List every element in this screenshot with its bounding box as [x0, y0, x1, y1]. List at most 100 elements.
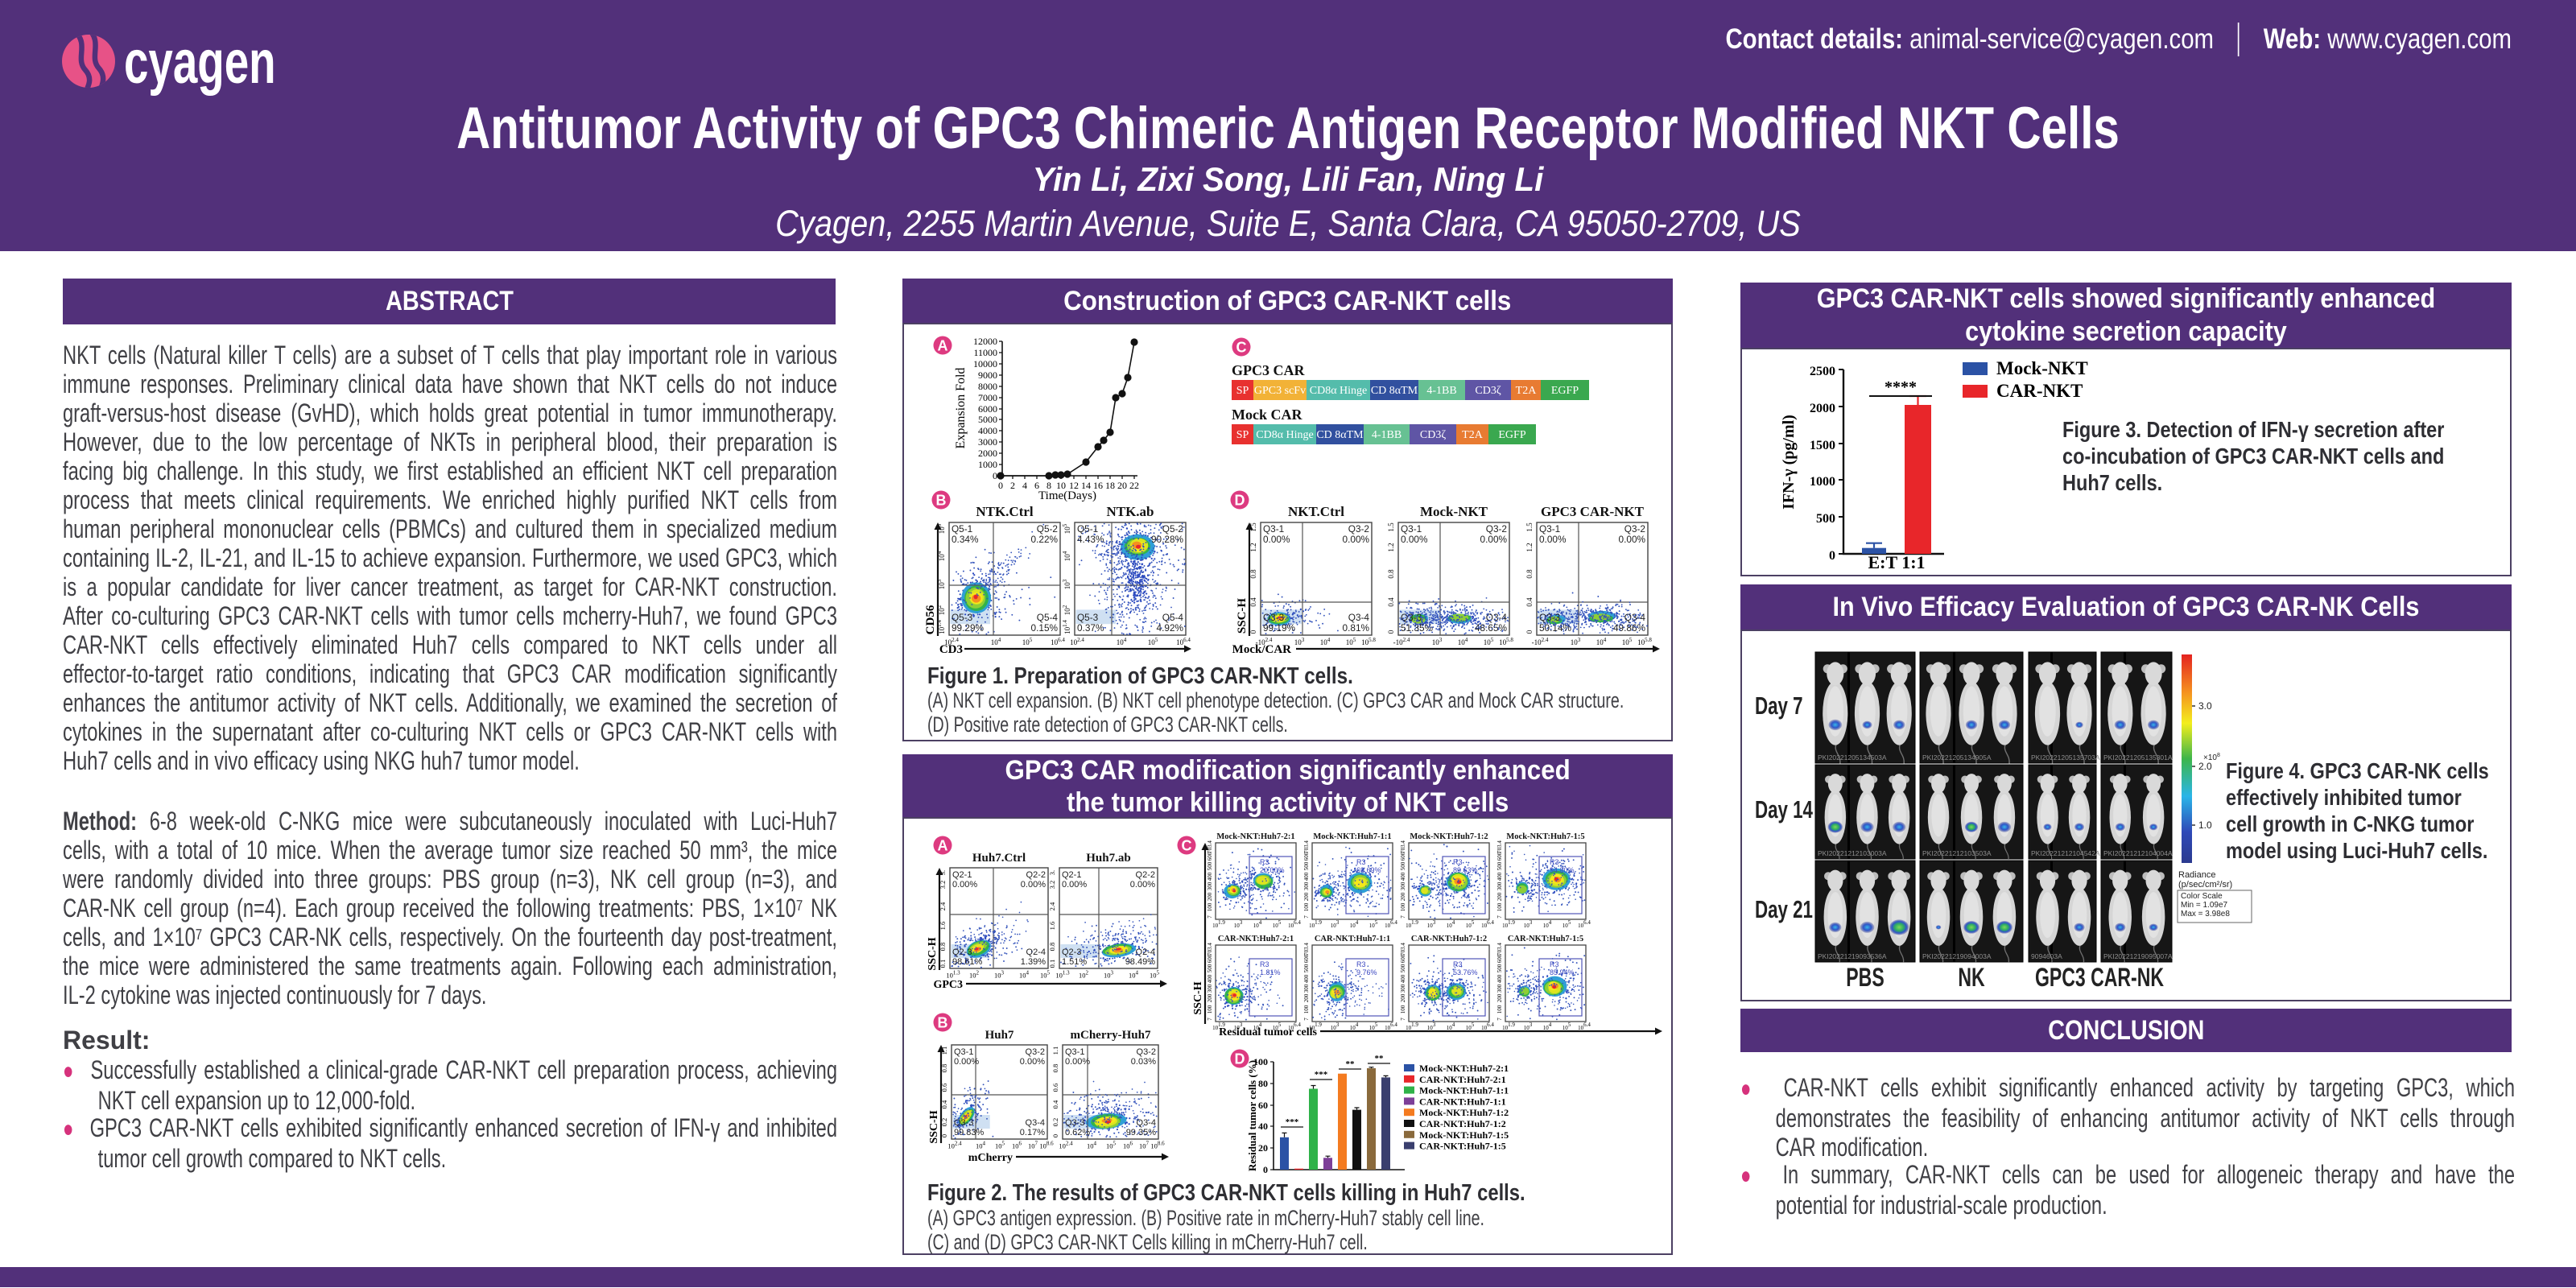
svg-text:D: D [1235, 493, 1245, 509]
svg-text:6: 6 [1034, 480, 1039, 491]
svg-text:101.9: 101.9 [1212, 919, 1225, 929]
svg-text:0: 0 [1249, 630, 1257, 634]
svg-text:Q3-10.00%: Q3-1 0.00% [1065, 1047, 1090, 1067]
svg-text:103: 103 [1104, 970, 1114, 980]
svg-text:103: 103 [994, 970, 1005, 980]
svg-text:0.8: 0.8 [1525, 569, 1534, 579]
svg-text:C: C [1182, 838, 1192, 854]
svg-text:1.5: 1.5 [1525, 522, 1534, 532]
svg-text:Huh7.ab: Huh7.ab [1086, 852, 1130, 865]
svg-text:2.4: 2.4 [1048, 902, 1056, 910]
svg-text:A: A [938, 838, 948, 854]
svg-text:18: 18 [1105, 480, 1115, 491]
svg-text:106.4: 106.4 [1288, 919, 1301, 929]
svg-text:2.4: 2.4 [939, 902, 947, 910]
svg-text:11000: 11000 [973, 347, 997, 358]
svg-text:104: 104 [1019, 970, 1030, 980]
svg-text:1.6: 1.6 [1048, 922, 1056, 931]
svg-text:104: 104 [1458, 637, 1468, 646]
svg-text:B: B [936, 493, 947, 509]
svg-text:107: 107 [1028, 1141, 1038, 1150]
svg-text:0.2: 0.2 [940, 1118, 948, 1127]
svg-text:0.8: 0.8 [1249, 569, 1257, 579]
svg-text:8000: 8000 [978, 381, 997, 392]
svg-text:703.4: 703.4 [1207, 943, 1213, 956]
svg-text:106.4: 106.4 [1176, 637, 1191, 646]
svg-text:-102.4: -102.4 [1532, 637, 1549, 646]
svg-text:104: 104 [1062, 551, 1071, 561]
svg-text:CAR-NKT:Huh7-2:1: CAR-NKT:Huh7-2:1 [1218, 935, 1294, 943]
svg-text:105: 105 [1346, 637, 1356, 646]
svg-text:105: 105 [1150, 970, 1160, 980]
svg-text:103: 103 [1062, 579, 1071, 589]
svg-text:300: 300 [1207, 984, 1213, 993]
svg-text:0.4: 0.4 [1525, 597, 1534, 607]
svg-text:106.4: 106.4 [1051, 637, 1065, 646]
svg-text:104: 104 [1087, 1141, 1097, 1150]
svg-text:10000: 10000 [973, 358, 997, 369]
svg-text:0.4: 0.4 [1051, 1100, 1059, 1108]
svg-text:106: 106 [1012, 1141, 1022, 1150]
svg-text:0.4: 0.4 [940, 1100, 948, 1108]
svg-text:B: B [938, 1015, 948, 1031]
svg-text:104: 104 [1596, 637, 1607, 646]
svg-text:101.3: 101.3 [1055, 970, 1070, 980]
svg-text:1.2: 1.2 [1525, 543, 1534, 551]
svg-text:703.4: 703.4 [1207, 840, 1213, 853]
svg-text:mCherry-Huh7: mCherry-Huh7 [1071, 1029, 1151, 1042]
svg-text:0.4: 0.4 [1249, 597, 1257, 607]
svg-text:103: 103 [1294, 637, 1305, 646]
svg-text:0: 0 [940, 1134, 948, 1137]
svg-text:600: 600 [1207, 954, 1213, 963]
svg-text:1.1: 1.1 [940, 1046, 948, 1055]
svg-text:3.2: 3.2 [939, 881, 947, 890]
svg-text:Mock CAR: Mock CAR [1232, 407, 1302, 423]
svg-text:Expansion Fold: Expansion Fold [954, 368, 968, 449]
svg-text:0.8: 0.8 [940, 1064, 948, 1073]
svg-text:Huh7: Huh7 [985, 1029, 1014, 1042]
svg-text:T2A: T2A [1462, 429, 1484, 441]
svg-text:1.2: 1.2 [1249, 543, 1257, 551]
svg-text:102.4: 102.4 [947, 1141, 962, 1150]
svg-text:CD3: CD3 [939, 643, 963, 656]
svg-text:Mock-NKT:Huh7-1:1: Mock-NKT:Huh7-1:1 [1313, 832, 1391, 841]
svg-text:SSC-H: SSC-H [927, 937, 939, 970]
svg-text:105: 105 [995, 1141, 1005, 1150]
svg-text:0.8: 0.8 [1387, 569, 1395, 579]
svg-text:3000: 3000 [978, 436, 997, 448]
svg-text:A: A [938, 338, 948, 354]
svg-text:T2A: T2A [1516, 385, 1538, 397]
svg-text:104: 104 [991, 637, 1001, 646]
svg-text:101.4: 101.4 [1062, 620, 1071, 634]
svg-text:7: 7 [1207, 1018, 1213, 1021]
svg-text:4: 4 [1022, 480, 1027, 491]
svg-text:105: 105 [1622, 637, 1633, 646]
svg-text:105: 105 [1062, 523, 1071, 534]
svg-text:Q3-499.35%: Q3-4 99.35% [1126, 1118, 1157, 1137]
svg-text:0: 0 [993, 470, 997, 481]
svg-text:GPC3 CAR: GPC3 CAR [1232, 362, 1305, 378]
svg-text:105: 105 [1022, 637, 1033, 646]
svg-text:6000: 6000 [978, 403, 997, 415]
svg-text:SSC-H: SSC-H [1236, 598, 1249, 634]
svg-text:NTK.ab: NTK.ab [1106, 504, 1154, 519]
svg-text:0.2: 0.2 [1051, 1118, 1059, 1127]
svg-text:0.6: 0.6 [940, 1084, 948, 1092]
svg-text:107: 107 [1139, 1141, 1150, 1150]
svg-text:Q3-10.00%: Q3-1 0.00% [1263, 523, 1290, 545]
svg-text:Q3-10.00%: Q3-1 0.00% [954, 1047, 979, 1067]
svg-text:400: 400 [1207, 974, 1213, 983]
svg-text:Huh7.Ctrl: Huh7.Ctrl [972, 852, 1026, 865]
svg-text:500: 500 [1207, 964, 1213, 972]
svg-text:mCherry: mCherry [968, 1152, 1013, 1164]
svg-text:105.8: 105.8 [1637, 637, 1652, 646]
svg-text:Time(Days): Time(Days) [1038, 489, 1096, 502]
svg-text:102: 102 [1079, 970, 1089, 980]
svg-text:CD56: CD56 [924, 605, 937, 634]
svg-text:EGFP: EGFP [1551, 385, 1579, 397]
svg-text:Q3-20.00%: Q3-2 0.00% [1020, 1047, 1045, 1067]
svg-text:Q2-398.61%: Q2-3 98.61% [952, 947, 983, 967]
svg-text:2: 2 [1010, 480, 1015, 491]
svg-text:SP: SP [1236, 385, 1249, 397]
svg-text:SP: SP [1236, 429, 1249, 441]
